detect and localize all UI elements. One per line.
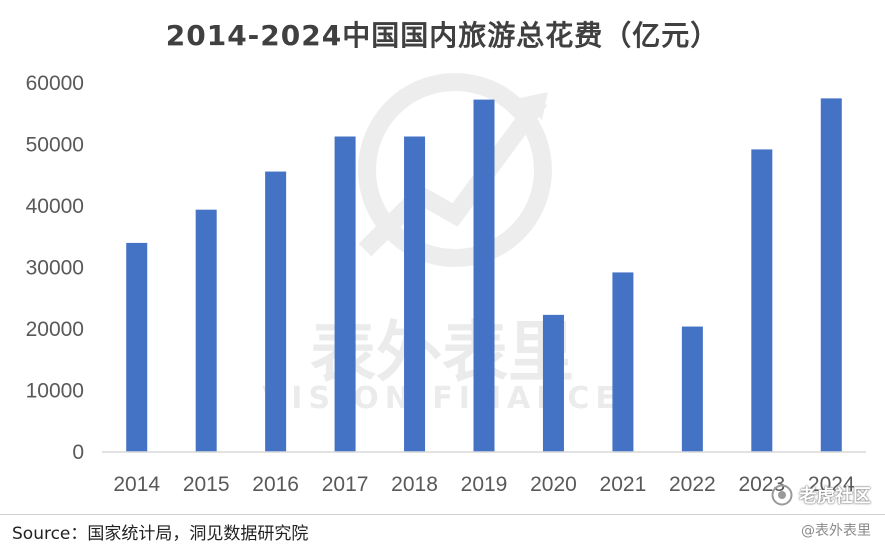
x-tick-label: 2024: [808, 473, 855, 496]
bar-2024: [820, 98, 842, 452]
corner-handle: @表外表里: [801, 523, 871, 539]
watermark-logo: 表外表里 VISION FINANCE: [262, 73, 622, 416]
corner-logo-text: 老虎社区: [799, 486, 871, 507]
x-axis: 2014 2015 2016 2017 2018 2019 2020 2021 2022 2023…: [113, 473, 855, 496]
y-tick-label: 0: [72, 441, 84, 464]
corner-logo: 老虎社区: [771, 482, 871, 508]
y-tick-label: 20000: [26, 318, 84, 341]
bar-2022: [681, 326, 703, 452]
x-tick-label: 2014: [113, 473, 160, 496]
bar-2023: [751, 149, 773, 453]
y-axis: 0 10000 20000 30000 40000 50000 60000: [26, 72, 84, 464]
bar-2020: [542, 314, 564, 452]
bars: [126, 98, 842, 453]
y-tick-label: 50000: [26, 134, 84, 157]
bar-2018: [404, 136, 426, 452]
x-tick-label: 2022: [669, 473, 716, 496]
bar-chart: 表外表里 VISION FINANCE 0 10000 20000 30000 4000…: [26, 72, 866, 496]
y-tick-label: 30000: [26, 257, 84, 280]
x-tick-label: 2015: [183, 473, 230, 496]
y-tick-label: 10000: [26, 380, 84, 403]
bar-2017: [334, 136, 356, 452]
bar-2019: [473, 99, 495, 452]
x-tick-label: 2018: [391, 473, 438, 496]
chart-frame: 2014-2024中国国内旅游总花费（亿元） 表外表里 VISION FINAN…: [0, 19, 885, 515]
x-tick-label: 2016: [252, 473, 299, 496]
y-tick-label: 40000: [26, 195, 84, 218]
bar-2014: [126, 242, 148, 452]
watermark-english-text: VISION FINANCE: [262, 381, 622, 416]
bar-2016: [265, 171, 287, 452]
chart-title: 2014-2024中国国内旅游总花费（亿元）: [165, 19, 720, 52]
x-tick-label: 2021: [600, 473, 647, 496]
bar-2021: [612, 272, 634, 452]
bar-2015: [195, 209, 217, 452]
tiger-community-icon: [771, 484, 793, 506]
x-tick-label: 2017: [322, 473, 369, 496]
x-tick-label: 2020: [530, 473, 577, 496]
x-tick-label: 2019: [461, 473, 508, 496]
y-tick-label: 60000: [26, 72, 84, 95]
source-note: Source：国家统计局，洞见数据研究院: [12, 524, 309, 544]
